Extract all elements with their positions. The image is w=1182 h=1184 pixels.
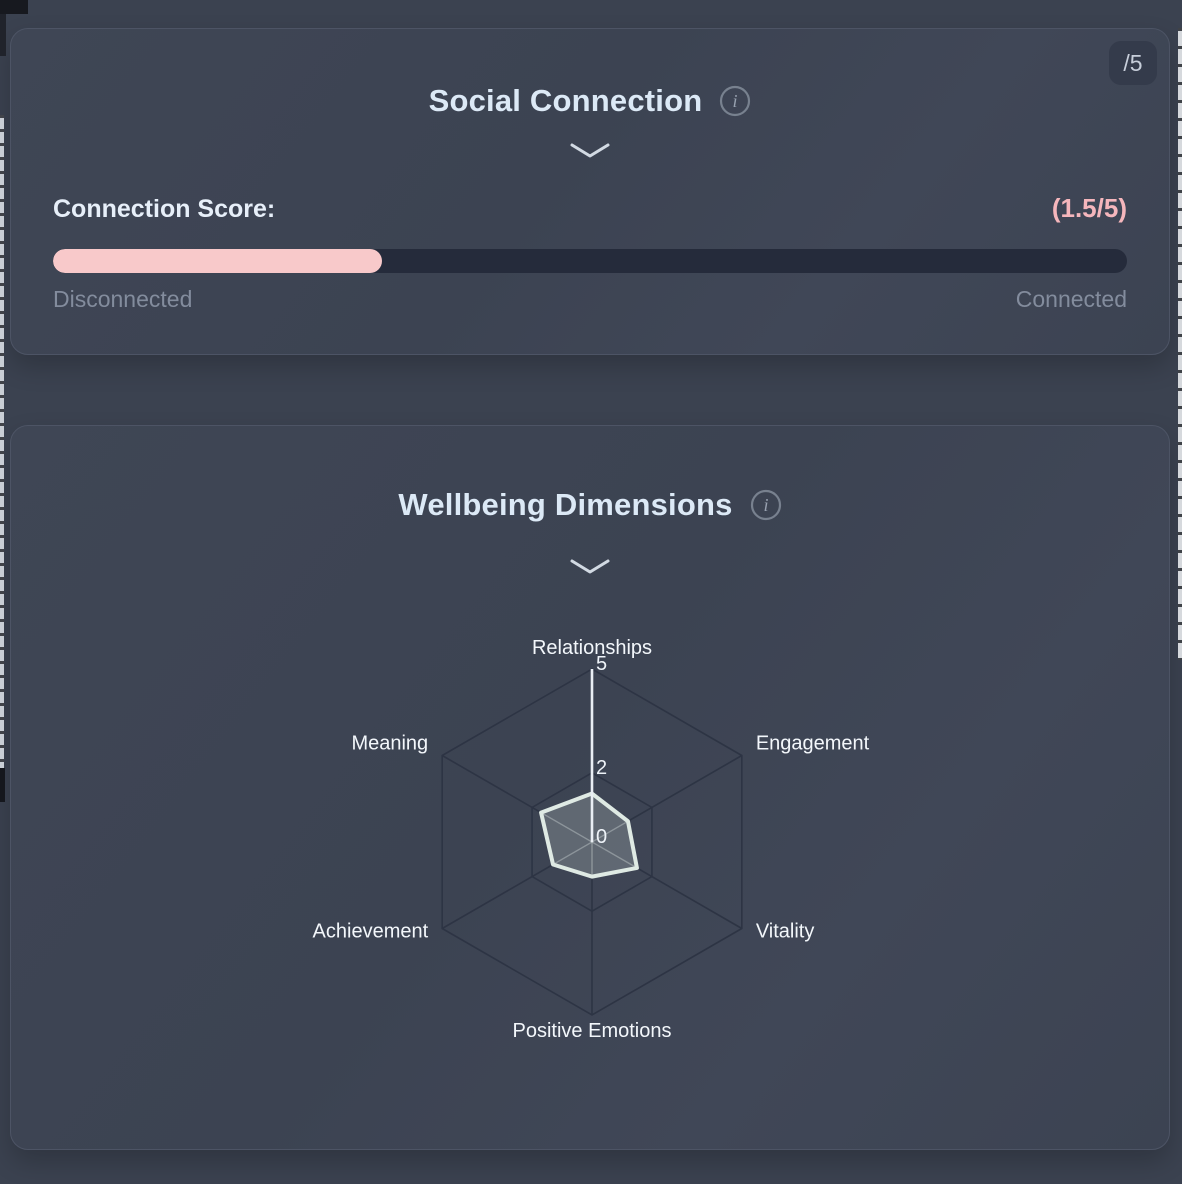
radar-spoke — [591, 841, 743, 930]
screen-edge-artifact-top-left — [0, 0, 28, 14]
connection-score-value: (1.5/5) — [1051, 193, 1127, 223]
radar-tick-label: 0 — [596, 826, 607, 848]
connection-score-row: Connection Score: (1.5/5) — [53, 193, 1127, 223]
radar-axis-label: Positive Emotions — [513, 1020, 672, 1042]
max-score-badge-label: /5 — [1123, 49, 1143, 76]
wellbeing-dimensions-card: Wellbeing Dimensions i 5 2 0 Relationships E… — [10, 425, 1170, 1150]
radar-inner-spoke — [552, 841, 593, 866]
wellbeing-title: Wellbeing Dimensions — [398, 487, 733, 522]
radar-axis-label: Relationships — [532, 637, 652, 659]
social-connection-card: /5 Social Connection i Connection Score:… — [10, 28, 1170, 355]
connection-progress-fill — [53, 249, 382, 273]
chevron-down-icon — [570, 143, 610, 158]
connection-scale-labels: Disconnected Connected — [53, 286, 1127, 313]
radar-data-outline — [539, 791, 639, 879]
chevron-down-icon — [570, 559, 610, 574]
radar-inner-spoke — [591, 841, 638, 869]
info-icon[interactable]: i — [750, 489, 782, 521]
radar-spoke — [441, 841, 593, 930]
radar-spoke — [441, 754, 593, 843]
radar-axis-label: Meaning — [351, 733, 428, 755]
radar-inner-spoke — [591, 820, 629, 843]
wellbeing-collapse-toggle[interactable] — [11, 557, 1169, 577]
social-collapse-toggle[interactable] — [11, 141, 1169, 161]
radar-tick-label: 5 — [596, 653, 607, 675]
wellbeing-header: Wellbeing Dimensions i — [11, 483, 1169, 527]
screen-edge-artifact-left-sliver — [0, 14, 6, 56]
radar-inner-spoke — [540, 811, 593, 843]
svg-text:i: i — [733, 91, 738, 111]
radar-axis-label: Achievement — [313, 921, 429, 943]
max-score-badge: /5 — [1109, 41, 1157, 85]
radar-axis-label: Engagement — [756, 733, 870, 755]
svg-text:i: i — [763, 495, 768, 515]
connection-min-label: Disconnected — [53, 286, 193, 312]
info-icon[interactable]: i — [719, 85, 751, 117]
wellbeing-radar-chart: 5 2 0 Relationships Engagement Vitality Positi… — [313, 637, 870, 1042]
connection-score-label: Connection Score: — [53, 195, 276, 223]
connection-progress-track — [53, 249, 1127, 273]
radar-axis-label: Vitality — [756, 921, 815, 943]
connection-max-label: Connected — [1015, 286, 1127, 312]
social-connection-title: Social Connection — [428, 83, 703, 118]
radar-tick-label: 2 — [596, 757, 607, 779]
screen-edge-artifact-right — [1178, 28, 1182, 660]
screen-edge-artifact-left — [0, 115, 4, 768]
radar-spoke — [591, 754, 743, 843]
social-connection-header: Social Connection i — [11, 79, 1169, 123]
screen-edge-artifact-left-bottom — [0, 768, 5, 802]
radar-data-fill — [541, 793, 637, 877]
